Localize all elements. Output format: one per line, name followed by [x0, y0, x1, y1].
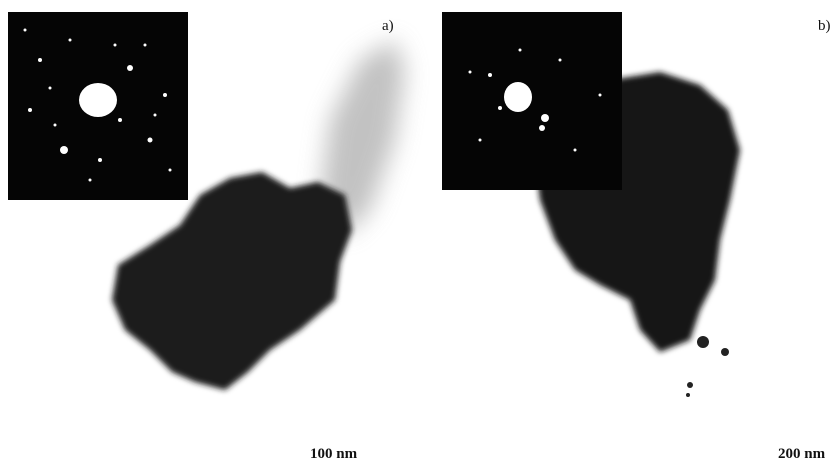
figure: a) 100 nm b) 200 nm: [0, 0, 838, 466]
particle: [112, 172, 352, 390]
diffraction-inset: [442, 12, 622, 190]
panel-label: a): [382, 18, 394, 34]
panel-a: a) 100 nm: [8, 12, 405, 462]
scale-bar-label: 200 nm: [778, 446, 826, 462]
page: a) 100 nm b) 200 nm (() => { const data …: [0, 0, 838, 466]
panel-b: b) 200 nm: [442, 12, 831, 462]
scale-bar-label: 100 nm: [310, 446, 358, 462]
particle-debris: [686, 336, 729, 397]
panel-label: b): [818, 18, 831, 34]
